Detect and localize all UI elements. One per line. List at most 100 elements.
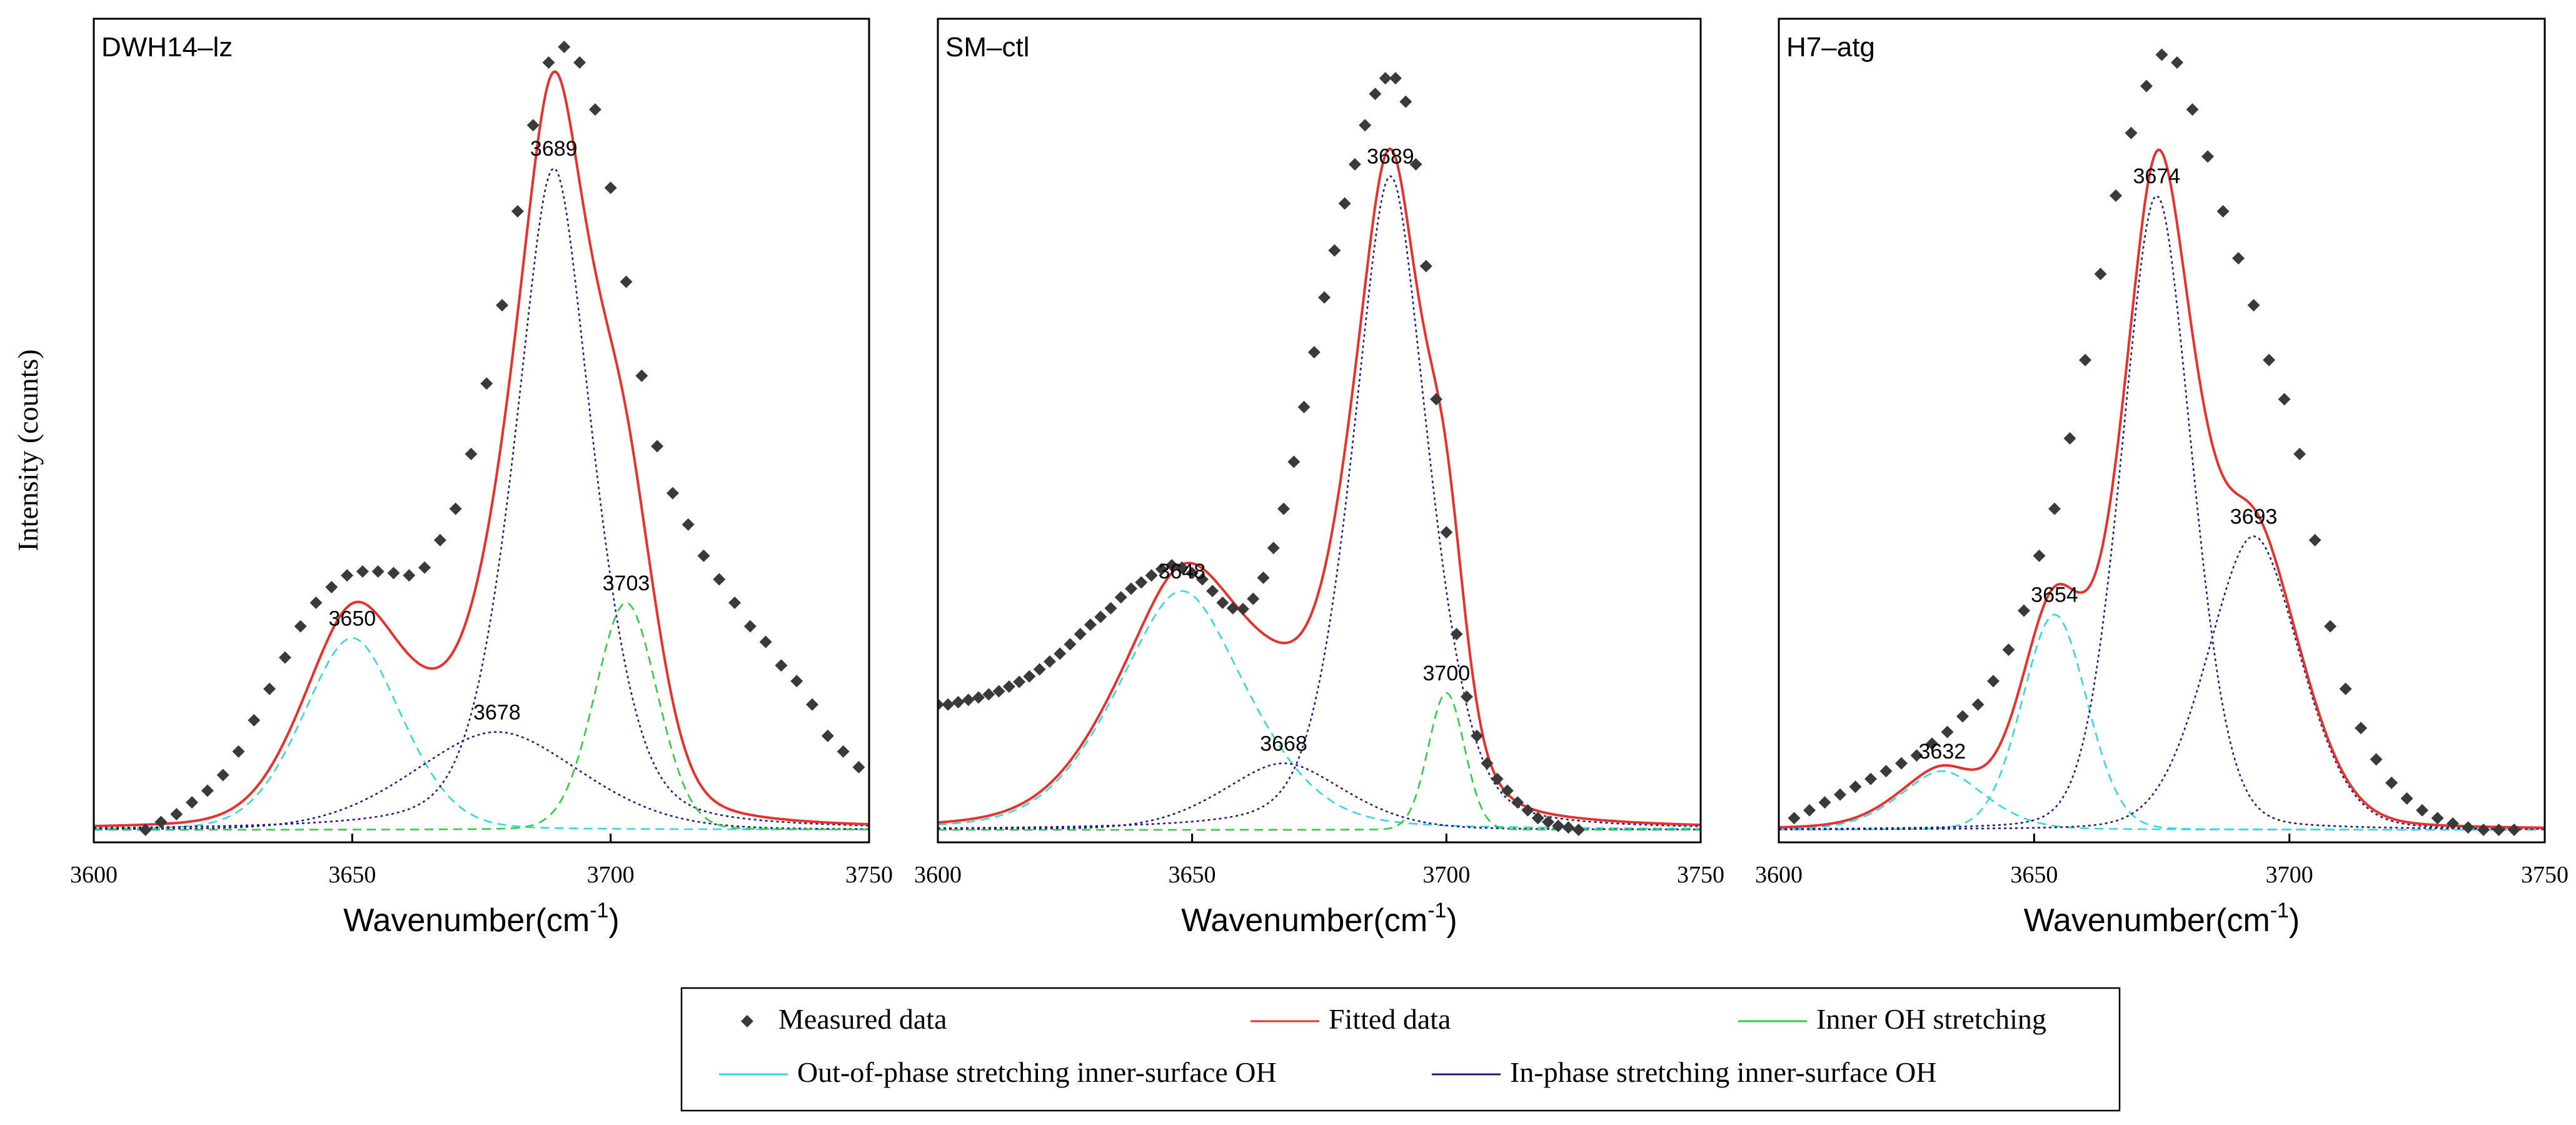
measured-point: [1297, 400, 1311, 413]
legend-label: Inner OH stretching: [1816, 1003, 2046, 1035]
measured-point: [2508, 824, 2520, 836]
y-axis-label: Intensity (counts): [12, 349, 44, 551]
measured-point: [2293, 448, 2306, 461]
measured-point: [1277, 502, 1291, 515]
measured-point: [1379, 72, 1392, 85]
measured-point: [775, 659, 788, 672]
measured-point: [2477, 824, 2490, 836]
x-axis-label-main: Wavenumber(cm: [343, 902, 590, 939]
measured-point: [1834, 788, 1846, 801]
measured-point: [278, 651, 291, 664]
legend-item-inphase: In-phase stretching inner-surface OH: [1432, 1056, 1936, 1088]
measured-point: [1247, 592, 1260, 605]
plot-frame: [93, 18, 870, 844]
measured-point: [325, 580, 338, 593]
measured-point: [403, 569, 416, 582]
measured-point: [2278, 393, 2291, 406]
component-curve-3703: [94, 602, 869, 831]
measured-point: [2370, 753, 2383, 766]
measured-point: [1155, 563, 1168, 576]
measured-point: [558, 41, 571, 53]
measured-point: [1033, 663, 1046, 676]
measured-point: [2018, 604, 2030, 617]
measured-point: [1104, 602, 1117, 615]
peak-label-3668: 3668: [1260, 732, 1307, 756]
measured-point: [496, 299, 509, 312]
peak-label-3650: 3650: [329, 607, 376, 630]
component-curve-3689: [94, 167, 869, 829]
measured-point: [511, 204, 524, 218]
measured-point: [1788, 812, 1801, 825]
measured-point: [992, 685, 1005, 698]
measured-point: [1450, 628, 1463, 640]
fitted-curve: [938, 147, 1701, 827]
measured-point: [1389, 72, 1402, 85]
x-axis-label-main: Wavenumber(cm: [2024, 902, 2270, 939]
measured-point: [170, 807, 183, 820]
peak-label-3632: 3632: [1919, 740, 1966, 764]
panel-title: DWH14–lz: [101, 32, 233, 63]
measured-point: [2492, 824, 2505, 836]
measured-point: [666, 487, 679, 500]
measured-point: [2355, 722, 2367, 735]
measured-point: [216, 769, 229, 782]
component-curve-3700: [938, 692, 1701, 831]
measured-point: [713, 573, 726, 586]
x-tick-label: 3700: [2266, 862, 2313, 888]
x-axis-label: Wavenumber(cm-1): [2024, 899, 2300, 939]
measured-point: [2400, 792, 2413, 805]
measured-point: [2339, 682, 2352, 695]
measured-point: [2385, 776, 2398, 789]
x-axis-label-sup: -1: [2270, 899, 2289, 922]
measured-point: [2431, 812, 2444, 825]
measured-point: [1145, 569, 1158, 582]
measured-point: [1491, 772, 1504, 785]
measured-point: [1572, 824, 1585, 836]
x-axis-label-close: ): [608, 902, 619, 939]
measured-point: [2063, 432, 2076, 445]
x-tick-label: 3750: [1677, 862, 1724, 888]
x-axis-label-sup: -1: [590, 899, 608, 922]
measured-point: [2171, 56, 2183, 69]
x-tick-label: 3750: [845, 862, 893, 888]
measured-point: [418, 561, 431, 574]
measured-point: [1307, 346, 1321, 359]
component-curve-3693: [1779, 535, 2545, 830]
measured-point: [938, 698, 944, 711]
x-tick-label: 3650: [1169, 862, 1216, 888]
plot-frame: [937, 18, 1702, 844]
peak-label-3678: 3678: [473, 701, 521, 725]
measured-point: [635, 369, 648, 382]
measured-point: [526, 119, 540, 132]
component-curve-3674: [1779, 194, 2545, 830]
measured-point: [1419, 260, 1432, 273]
measured-point: [154, 815, 168, 829]
measured-point: [1348, 158, 1361, 171]
measured-point: [2201, 150, 2214, 163]
measured-point: [1338, 197, 1351, 210]
measured-point: [232, 745, 245, 758]
measured-point: [982, 688, 995, 701]
measured-point: [1328, 244, 1341, 257]
chart-panel-1: 3650 3678 3689 3703 3600 3650 3700 3750 DWH14–lz…: [70, 18, 893, 939]
measured-point: [1125, 582, 1138, 595]
legend-label: Fitted data: [1329, 1003, 1451, 1035]
measured-point: [2308, 533, 2322, 547]
measured-point: [1926, 737, 1938, 750]
measured-point: [449, 502, 462, 515]
x-axis-label-sup: -1: [1427, 899, 1446, 922]
measured-point: [1971, 698, 1985, 711]
peak-label-3689: 3689: [530, 137, 578, 161]
chart-panel-3: 3632 3654 3674 3693 3600 3650 3700 3750 H7–atg Wa…: [1755, 18, 2568, 939]
measured-point: [1114, 591, 1127, 604]
legend-label: In-phase stretching inner-surface OH: [1510, 1056, 1936, 1088]
x-axis-label-main: Wavenumber(cm: [1181, 902, 1427, 939]
x-tick-label: 3700: [587, 862, 635, 888]
measured-point: [2140, 79, 2153, 93]
measured-point: [433, 533, 446, 547]
measured-point: [248, 714, 261, 727]
measured-point: [1054, 647, 1067, 660]
measured-point: [852, 760, 865, 774]
x-tick-label: 3650: [328, 862, 376, 888]
